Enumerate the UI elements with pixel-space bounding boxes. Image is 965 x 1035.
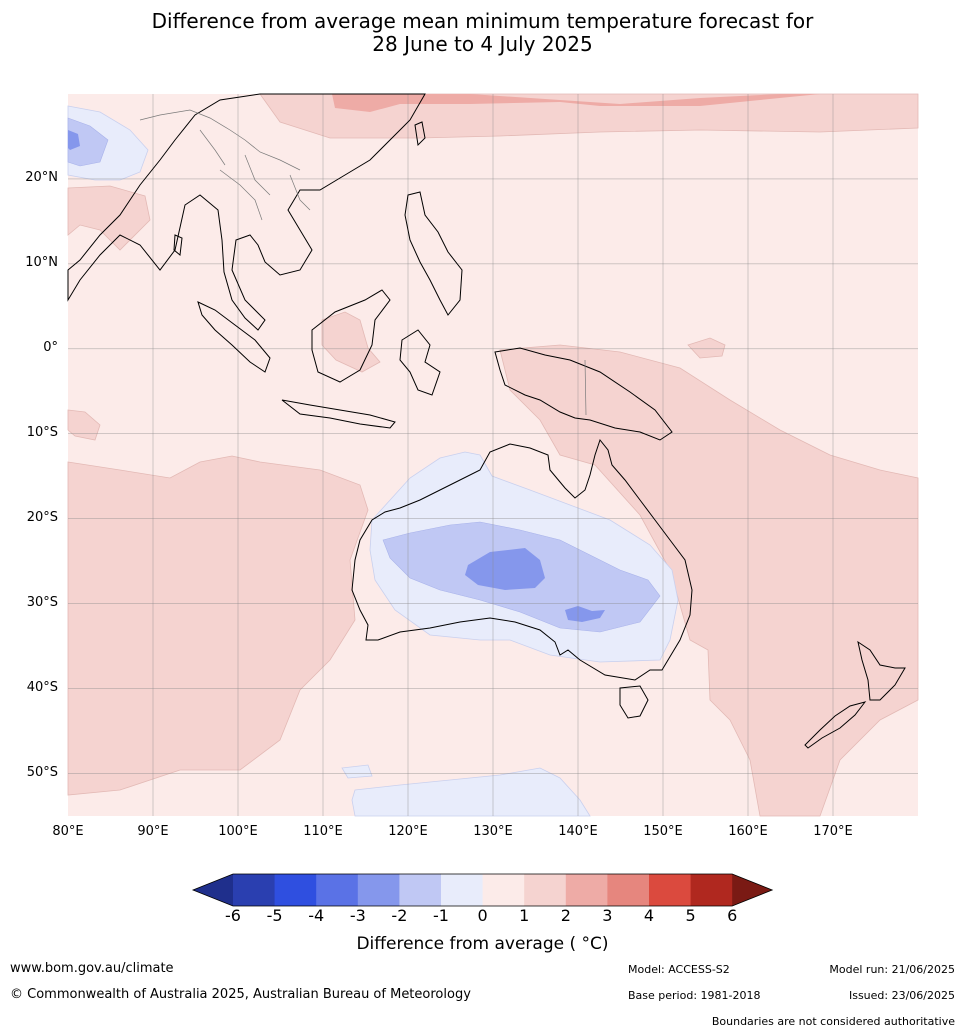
- new-zealand-south: [804, 701, 867, 749]
- map-gridlines: [68, 94, 918, 816]
- legend-swatch-2-to-3: [565, 874, 608, 906]
- legend-tick--2: -2: [391, 906, 408, 925]
- cool-region-northwest-core: [68, 130, 80, 150]
- lon-label-100e: 100°E: [218, 824, 258, 839]
- borneo-coastline: [311, 289, 391, 383]
- lon-label-130e: 130°E: [473, 824, 513, 839]
- lon-label-160e: 160°E: [728, 824, 768, 839]
- coastlines: [67, 93, 906, 749]
- legend-tick--5: -5: [266, 906, 283, 925]
- lat-label-40s: 40°S: [26, 680, 58, 695]
- taiwan-coastline: [414, 121, 426, 147]
- lon-label-150e: 150°E: [643, 824, 683, 839]
- warm-region-arabian: [67, 185, 151, 251]
- legend-swatch--3-to--2: [357, 874, 400, 906]
- cool-region-southern-ocean: [351, 767, 591, 817]
- legend-swatch-below-min: [193, 874, 233, 906]
- sulawesi-coastline: [399, 329, 441, 396]
- anomaly-1-to-2-regions: [67, 93, 919, 817]
- legend-tick--4: -4: [308, 906, 325, 925]
- legend-swatch--5-to--4: [274, 874, 317, 906]
- lon-label-120e: 120°E: [388, 824, 428, 839]
- tasmania-coastline: [619, 685, 649, 719]
- lat-label-50s: 50°S: [26, 765, 58, 780]
- lon-label-170e: 170°E: [813, 824, 853, 839]
- new-guinea-coastline: [494, 347, 673, 441]
- lon-label-140e: 140°E: [558, 824, 598, 839]
- cool-region-southern-small: [341, 764, 373, 779]
- australia-coastline: [351, 438, 693, 681]
- legend-tick--3: -3: [349, 906, 366, 925]
- warm-region-west-indian-small: [67, 409, 101, 441]
- sumatra-coastline: [197, 301, 271, 373]
- lat-label-20s: 20°S: [26, 510, 58, 525]
- legend-tick-3: 3: [602, 906, 613, 925]
- chart-title: Difference from average mean minimum tem…: [0, 10, 965, 56]
- warm-region-north: [259, 93, 919, 139]
- issued-date: Issued: 23/06/2025: [848, 989, 955, 1002]
- boundaries-disclaimer: Boundaries are not considered authoritat…: [711, 1015, 955, 1028]
- legend-tick-2: 2: [560, 906, 571, 925]
- warm-region-borneo: [321, 311, 381, 373]
- title-line-2: 28 June to 4 July 2025: [372, 32, 593, 56]
- asia-mainland-coastline: [67, 93, 426, 331]
- lat-label-20n: 20°N: [25, 170, 58, 185]
- legend-swatch-3-to-4: [607, 874, 650, 906]
- lat-label-10s: 10°S: [26, 425, 58, 440]
- lon-label-80e: 80°E: [52, 824, 84, 839]
- legend-swatch--6-to--5: [233, 874, 276, 906]
- warm-region-west-indian-ocean: [67, 455, 369, 796]
- legend-swatch-4-to-5: [649, 874, 692, 906]
- cool-region-australia-south: [565, 606, 605, 622]
- website-link[interactable]: www.bom.gov.au/climate: [10, 961, 174, 976]
- lon-label-90e: 90°E: [137, 824, 169, 839]
- anomaly-minus3-to-minus2-regions: [68, 130, 605, 622]
- legend-tick-0: 0: [477, 906, 488, 925]
- sri-lanka-coastline: [173, 234, 183, 256]
- cool-region-australia-core: [465, 548, 545, 590]
- legend-tick-4: 4: [643, 906, 655, 925]
- legend-label: Difference from average ( °C): [356, 934, 609, 954]
- title-line-1: Difference from average mean minimum tem…: [151, 9, 814, 33]
- legend-swatch--2-to--1: [399, 874, 442, 906]
- legend-tick-1: 1: [519, 906, 530, 925]
- legend-swatch-0-to-1: [482, 874, 525, 906]
- legend-swatch-above-max: [732, 874, 773, 906]
- legend-swatch-1-to-2: [524, 874, 567, 906]
- lat-label-10n: 10°N: [25, 255, 58, 270]
- asia-boundaries: [139, 109, 587, 416]
- legend-tick-6: 6: [727, 906, 738, 925]
- lat-label-0: 0°: [43, 340, 58, 355]
- lat-label-30s: 30°S: [26, 595, 58, 610]
- copyright-text: © Commonwealth of Australia 2025, Austra…: [10, 987, 471, 1002]
- model-run-date: Model run: 21/06/2025: [829, 963, 955, 976]
- new-zealand-north: [857, 640, 906, 701]
- legend-tick--1: -1: [433, 906, 449, 925]
- java-coastline: [281, 399, 396, 429]
- country-boundaries: [139, 109, 587, 416]
- legend-swatch--4-to--3: [316, 874, 359, 906]
- cool-region-northwest-inner: [67, 117, 109, 167]
- legend-tick-5: 5: [685, 906, 696, 925]
- legend-swatch--1-to-0: [441, 874, 484, 906]
- warm-region-west-pacific-small: [687, 337, 726, 359]
- legend-swatches: [191, 873, 774, 907]
- legend-swatch-5-to-6: [690, 874, 733, 906]
- base-period: Base period: 1981-2018: [628, 989, 761, 1002]
- philippines-coastline: [404, 191, 463, 316]
- legend-tick--6: -6: [225, 906, 241, 925]
- warm-region-png-pacific: [499, 344, 919, 817]
- lon-label-110e: 110°E: [303, 824, 343, 839]
- model-name: Model: ACCESS-S2: [628, 963, 730, 976]
- legend-outline: [191, 873, 774, 907]
- warm-region-2-to-3-north: [332, 94, 820, 112]
